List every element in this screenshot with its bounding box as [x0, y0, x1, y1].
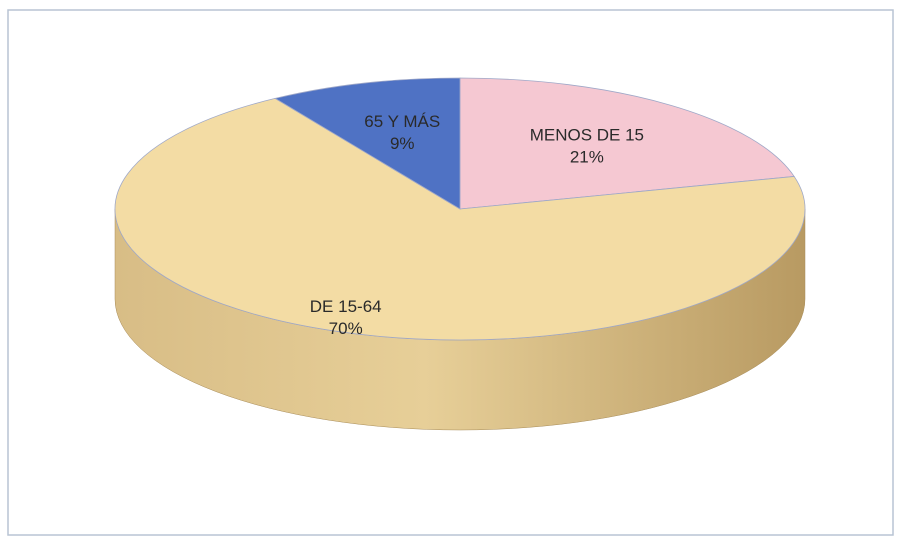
slice-value-label: 21%	[570, 147, 604, 166]
pie-slice	[114, 97, 806, 341]
pie-slice	[274, 77, 461, 210]
slice-value-label: 70%	[329, 319, 363, 338]
slice-category-label: DE 15-64	[310, 297, 382, 316]
slice-category-label: 65 Y MÁS	[364, 112, 440, 131]
pie-slice	[459, 77, 795, 210]
slice-category-label: MENOS DE 15	[530, 125, 644, 144]
slice-value-label: 9%	[390, 134, 415, 153]
